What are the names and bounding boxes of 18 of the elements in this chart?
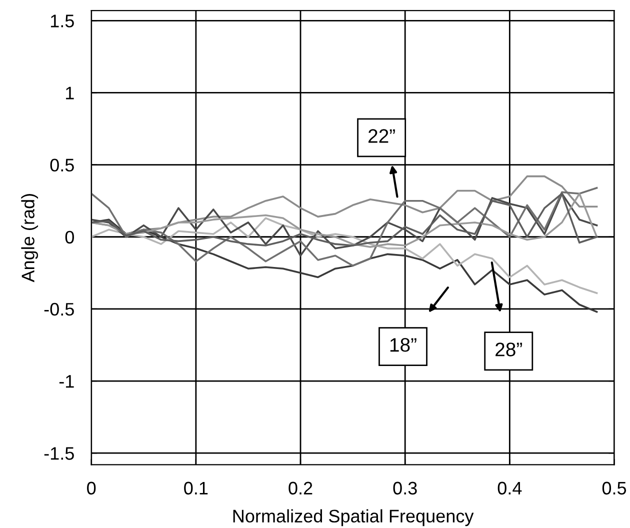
x-tick-label: 0.4 [498,482,522,495]
y-tick-label: 1 [66,86,74,100]
y-tick-label: 0.5 [50,158,74,172]
x-tick-label: 0.3 [393,482,417,495]
x-tick-label: 0.2 [288,482,312,495]
y-tick-label: -1 [59,375,74,388]
x-tick-label: 0 [87,482,96,495]
annotation: 18” [390,338,416,352]
y-tick-label: -0.5 [44,302,74,316]
y-tick-label: -1.5 [44,447,74,460]
x-tick-label: 0.5 [602,482,626,495]
y-tick-label: 0 [65,230,74,244]
y-axis-title: Angle (rad) [21,194,38,282]
annotation: 22” [368,129,395,143]
y-tick-label: 1.5 [50,14,74,28]
x-tick-label: 0.1 [184,482,208,495]
annotation: 28” [496,342,522,356]
x-axis-title: Normalized Spatial Frequency [233,509,474,526]
